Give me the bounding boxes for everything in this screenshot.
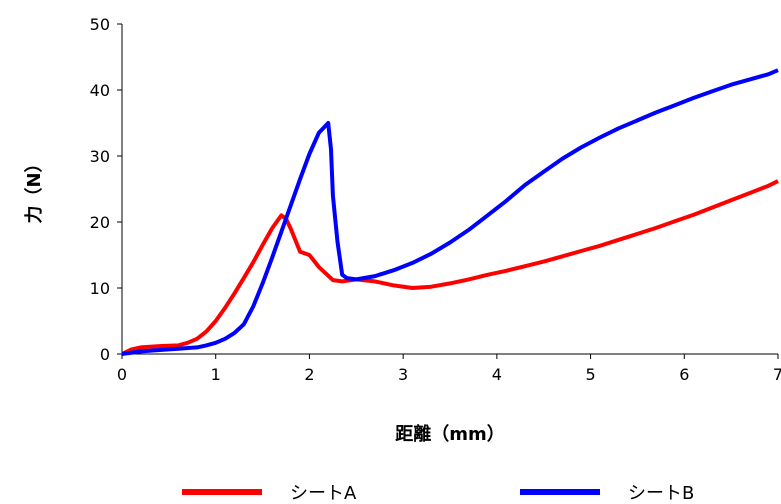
legend: シートA シートB (182, 483, 694, 504)
legend-label-b: シートB (628, 483, 694, 504)
y-tick-label: 10 (90, 279, 110, 298)
y-tick-label: 30 (90, 147, 110, 166)
axes: 0 10 20 30 40 50 0 1 2 3 4 5 6 7 (90, 15, 781, 384)
x-tick-label: 0 (117, 365, 127, 384)
y-tick-label: 0 (100, 345, 110, 364)
y-tick-label: 40 (90, 81, 110, 100)
x-tick-label: 2 (304, 365, 314, 384)
series-layer (121, 68, 779, 356)
legend-label-a: シートA (290, 483, 357, 504)
x-tick-label: 6 (679, 365, 689, 384)
y-tick-label: 50 (90, 15, 110, 34)
x-tick-label: 5 (585, 365, 595, 384)
x-tick-label: 1 (211, 365, 221, 384)
y-axis-title: 力（N） (24, 154, 45, 223)
x-axis-title: 距離（mm） (395, 423, 505, 445)
x-tick-label: 7 (773, 365, 781, 384)
series-line-b (121, 68, 779, 356)
series-line-a (121, 179, 779, 356)
x-tick-label: 4 (492, 365, 502, 384)
y-tick-label: 20 (90, 213, 110, 232)
x-tick-label: 3 (398, 365, 408, 384)
